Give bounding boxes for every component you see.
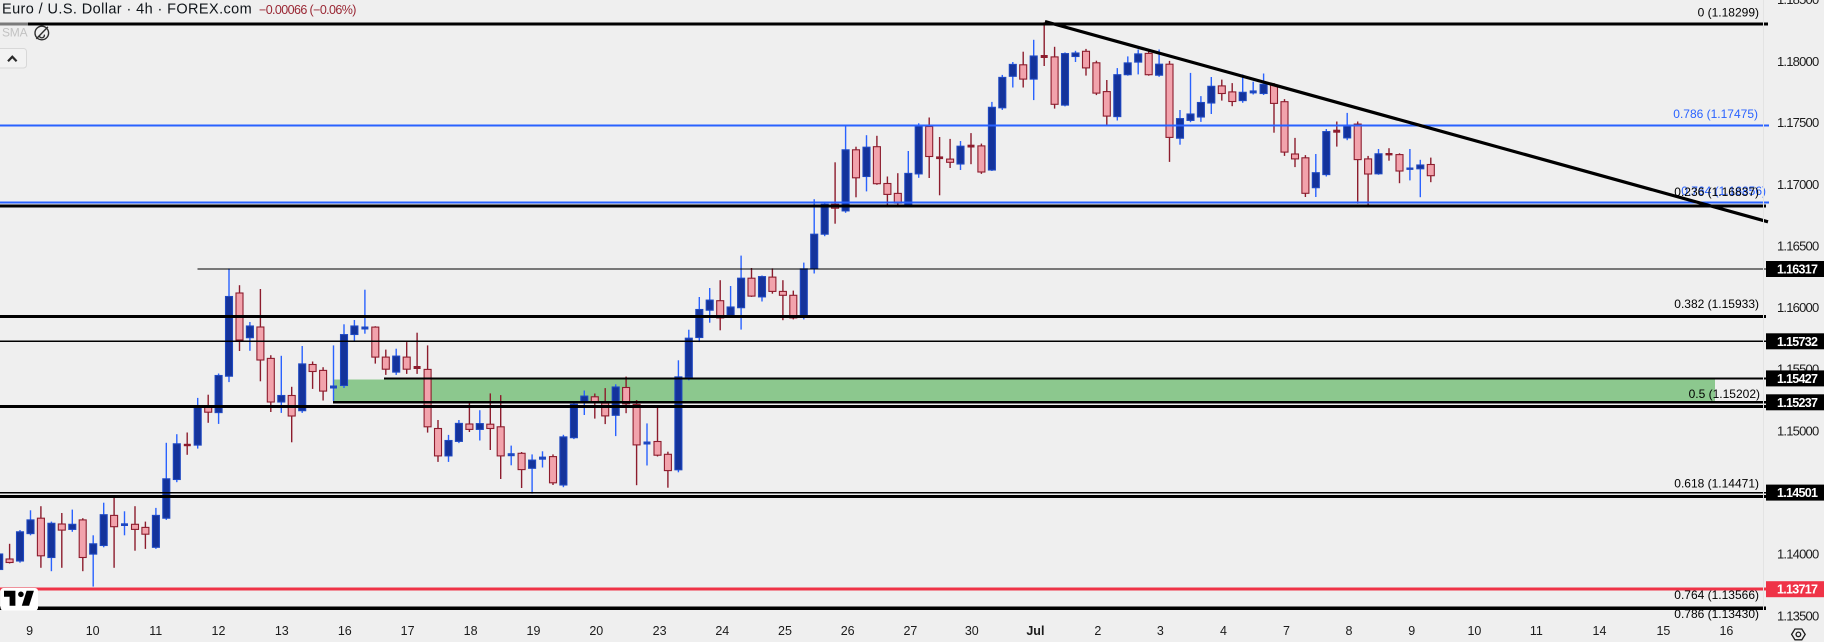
svg-text:SMA: SMA: [2, 26, 28, 40]
svg-text:4: 4: [1220, 624, 1227, 638]
svg-text:0.5 (1.15202): 0.5 (1.15202): [1689, 387, 1760, 401]
svg-text:10: 10: [1467, 624, 1481, 638]
svg-text:12: 12: [212, 624, 226, 638]
svg-text:9: 9: [1408, 624, 1415, 638]
svg-text:16: 16: [338, 624, 352, 638]
svg-text:Euro / U.S. Dollar · 4h · FORE: Euro / U.S. Dollar · 4h · FOREX.com: [2, 2, 252, 18]
svg-text:18: 18: [464, 624, 478, 638]
svg-text:7: 7: [1283, 624, 1290, 638]
svg-text:14: 14: [1593, 624, 1607, 638]
svg-text:1.13500: 1.13500: [1777, 608, 1819, 623]
svg-text:8: 8: [1346, 624, 1353, 638]
svg-text:1.17000: 1.17000: [1777, 177, 1819, 192]
svg-text:1.14501: 1.14501: [1777, 486, 1818, 500]
svg-text:27: 27: [903, 624, 917, 638]
svg-text:Jul: Jul: [1026, 624, 1044, 638]
svg-text:16: 16: [1719, 624, 1733, 638]
svg-text:1.16000: 1.16000: [1777, 300, 1819, 315]
svg-text:1.15427: 1.15427: [1777, 372, 1818, 386]
svg-text:0.764 (1.13566): 0.764 (1.13566): [1674, 588, 1759, 602]
svg-text:1.18500: 1.18500: [1777, 0, 1819, 7]
svg-text:20: 20: [589, 624, 603, 638]
svg-text:0.786 (1.13430): 0.786 (1.13430): [1674, 607, 1759, 621]
svg-text:10: 10: [86, 624, 100, 638]
svg-text:0.786 (1.17475): 0.786 (1.17475): [1673, 107, 1758, 121]
svg-text:17: 17: [401, 624, 415, 638]
svg-text:1.17500: 1.17500: [1777, 115, 1819, 130]
svg-text:1.15000: 1.15000: [1777, 423, 1819, 438]
svg-text:11: 11: [1530, 624, 1543, 638]
svg-text:2: 2: [1094, 624, 1101, 638]
svg-text:1.13717: 1.13717: [1777, 583, 1818, 597]
svg-text:1.18000: 1.18000: [1777, 54, 1819, 69]
svg-text:0.618 (1.14471): 0.618 (1.14471): [1674, 477, 1759, 491]
svg-text:26: 26: [841, 624, 855, 638]
svg-text:1.14000: 1.14000: [1777, 547, 1819, 562]
svg-text:25: 25: [778, 624, 792, 638]
svg-text:24: 24: [715, 624, 729, 638]
svg-text:1.16317: 1.16317: [1777, 263, 1818, 277]
svg-text:15: 15: [1656, 624, 1670, 638]
svg-text:0.382 (1.15933): 0.382 (1.15933): [1674, 297, 1759, 311]
svg-text:0.764 (1.16856): 0.764 (1.16856): [1681, 184, 1766, 198]
svg-text:1.15732: 1.15732: [1777, 335, 1818, 349]
svg-text:19: 19: [527, 624, 541, 638]
svg-text:−0.00066 (−0.06%): −0.00066 (−0.06%): [259, 3, 356, 17]
svg-text:23: 23: [653, 624, 667, 638]
svg-text:9: 9: [26, 624, 33, 638]
svg-text:11: 11: [149, 624, 162, 638]
svg-text:3: 3: [1157, 624, 1164, 638]
svg-text:1.15237: 1.15237: [1777, 396, 1818, 410]
svg-text:30: 30: [965, 624, 979, 638]
svg-text:0 (1.18299): 0 (1.18299): [1698, 5, 1759, 19]
svg-text:13: 13: [275, 624, 289, 638]
svg-text:0.236 (1.16837): 0.236 (1.16837): [1674, 185, 1759, 199]
svg-text:1.16500: 1.16500: [1777, 239, 1819, 254]
